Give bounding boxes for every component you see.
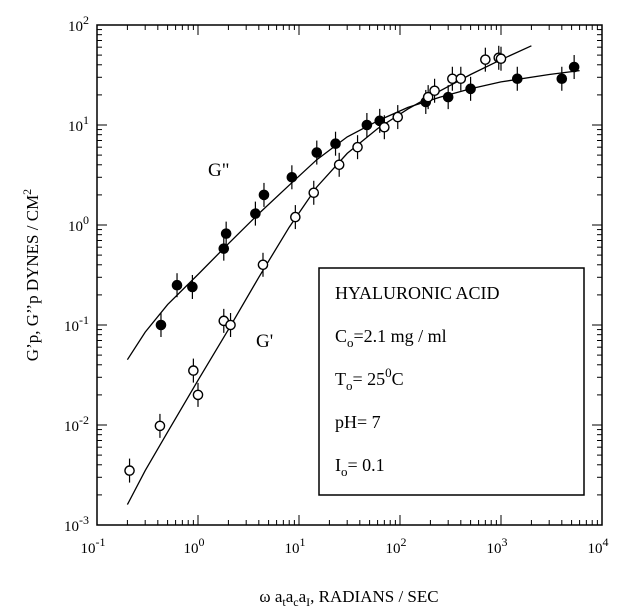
tick-labels: 10-1 100 101 102 103 104 10-3 10-2 10-1 100 101 102 [64,13,609,557]
series-label-g-double-prime: G" [208,160,229,181]
data-point-g-prime [392,111,404,123]
data-point-g-double-prime [511,73,523,85]
y-tick-label: 10-1 [64,313,89,335]
legend-ph: pH= 7 [335,412,381,432]
data-points [124,45,580,483]
data-point-g-double-prime [220,228,232,239]
data-point-g-double-prime [286,171,298,183]
data-point-g-prime [225,319,236,331]
x-tick-label: 103 [487,535,508,557]
data-point-g-double-prime [187,281,198,293]
data-point-g-prime [422,91,434,103]
data-point-g-prime [379,121,390,133]
data-point-g-prime [192,389,204,401]
legend-box-frame [318,267,585,496]
y-tick-label: 10-2 [64,413,89,435]
x-axis-title: ω atacaI, RADIANS / SEC [259,587,438,609]
data-point-g-double-prime [568,61,580,73]
x-tick-label: 104 [588,535,609,557]
data-point-g-double-prime [465,83,476,95]
data-point-g-double-prime [258,189,270,201]
legend-ionic-strength: Io= 0.1 [335,455,385,479]
axis-ticks [96,24,603,526]
legend-temperature: To= 250C [335,365,404,393]
data-point-g-double-prime [171,279,183,291]
y-tick-label: 100 [68,213,89,235]
data-point-g-prime [124,465,135,476]
x-tick-label: 100 [184,535,205,557]
plot-frame [96,24,603,526]
y-tick-label: 102 [68,13,89,35]
data-point-g-double-prime [218,243,230,254]
x-tick-label: 102 [386,535,407,557]
series-label-g-prime: G' [256,331,273,352]
legend-concentration: Co=2.1 mg / ml [335,326,447,350]
fit-curve-g-double-prime [126,69,580,361]
y-axis-title: G’p, G’’p DYNES / CM2 [20,189,42,361]
data-point-g-double-prime [250,208,261,219]
data-point-g-prime [455,73,467,85]
data-point-g-double-prime [311,147,323,158]
data-point-g-double-prime [330,138,341,150]
y-tick-label: 101 [68,113,89,135]
data-point-g-double-prime [361,119,373,131]
x-tick-label: 101 [285,535,306,557]
data-point-g-double-prime [556,73,568,85]
data-point-g-prime [290,211,301,223]
data-point-g-prime [495,53,507,65]
data-point-g-prime [188,365,199,376]
y-tick-label: 10-3 [64,513,89,535]
data-point-g-double-prime [442,91,454,103]
data-point-g-prime [480,54,491,65]
data-point-g-prime [154,420,166,432]
legend-title: HYALURONIC ACID [335,283,500,303]
data-point-g-prime [257,259,269,271]
data-point-g-double-prime [155,319,167,331]
data-point-g-prime [333,159,345,171]
data-point-g-prime [352,141,363,153]
data-point-g-prime [429,85,440,97]
data-point-g-prime [308,187,320,199]
x-tick-label: 10-1 [81,535,106,557]
legend-box: HYALURONIC ACID Co=2.1 mg / ml To= 250C … [318,267,585,496]
